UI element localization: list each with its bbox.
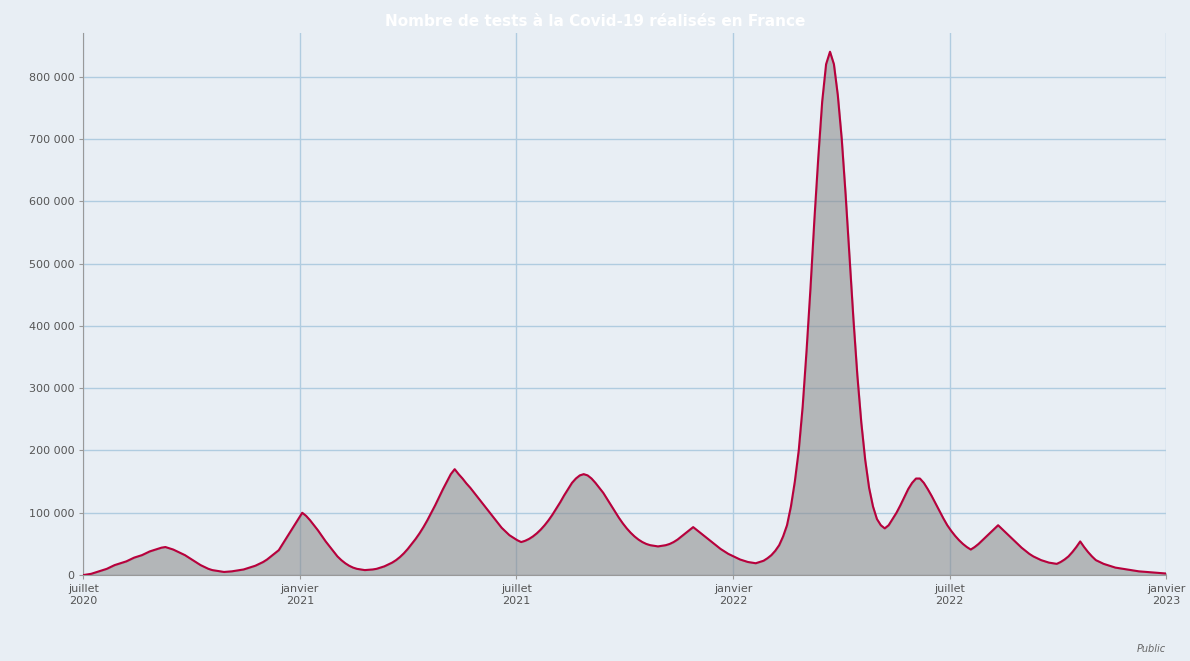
Text: Public: Public xyxy=(1138,644,1166,654)
Text: Nombre de tests à la Covid-19 réalisés en France: Nombre de tests à la Covid-19 réalisés e… xyxy=(384,14,806,29)
